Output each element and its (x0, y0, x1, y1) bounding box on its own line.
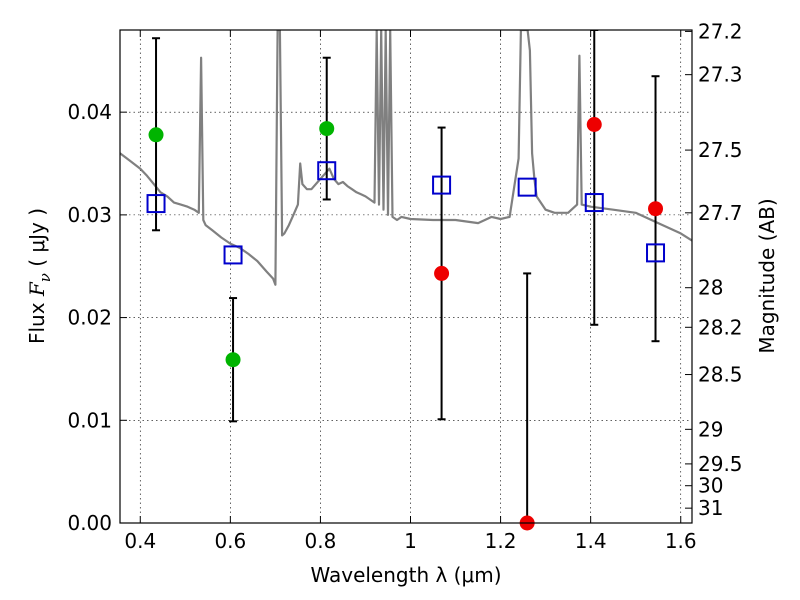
model-photometry-square (223, 245, 243, 265)
model-photometry-square (584, 193, 604, 213)
model-photometry-square (146, 194, 166, 214)
y-tick-label: 0.02 (67, 306, 112, 330)
y2-tick-label: 28.5 (698, 363, 743, 387)
observed-point-green (225, 352, 241, 368)
observed-point-green (319, 121, 335, 137)
model-spectrum-line (120, 30, 692, 286)
y2-tick-label: 30 (698, 474, 723, 498)
x-tick-label: 1 (404, 529, 417, 553)
y2-tick-label: 27.3 (698, 63, 743, 87)
x-tick-label: 0.6 (214, 529, 246, 553)
markers-group (146, 116, 666, 531)
y2-tick-label: 29.5 (698, 452, 743, 476)
y-tick-label: 0.01 (67, 408, 112, 432)
y2-tick-label: 31 (698, 496, 723, 520)
model-photometry-square (646, 243, 666, 263)
y2-tick-label: 27.5 (698, 138, 743, 162)
model-photometry-square (432, 175, 452, 195)
x-tick-label: 1.4 (575, 529, 607, 553)
y-tick-label: 0.04 (67, 100, 112, 124)
model-spectrum-group (120, 30, 692, 286)
x-axis-title: Wavelength λ (μm) (310, 563, 501, 587)
y2-tick-label: 29 (698, 417, 723, 441)
y-tick-label: 0.00 (67, 511, 112, 535)
x-tick-label: 0.8 (305, 529, 337, 553)
y2-tick-label: 28 (698, 276, 723, 300)
ticks-group: 0.4 0.6 0.8 1 1.2 1.4 1.6 0.00 0.01 0.02 0.03 0.04 2… (67, 19, 742, 553)
plot-frame (119, 29, 693, 524)
y2-tick-label: 27.2 (698, 19, 743, 43)
observed-point-red (648, 201, 664, 217)
observed-point-red (586, 116, 602, 132)
x-tick-label: 1.2 (485, 529, 517, 553)
observed-point-green (148, 127, 164, 143)
y2-tick-label: 27.7 (698, 201, 743, 225)
observed-point-red (434, 265, 450, 281)
model-photometry-square (517, 177, 537, 197)
x-tick-label: 0.4 (124, 529, 156, 553)
y2-axis-title: Magnitude (AB) (755, 198, 779, 353)
x-tick-label: 1.6 (665, 529, 697, 553)
y-tick-label: 0.03 (67, 203, 112, 227)
y2-tick-label: 28.2 (698, 315, 743, 339)
model-photometry-square (317, 161, 337, 181)
y-axis-title: Flux Fν ( μJy ) (25, 208, 54, 344)
